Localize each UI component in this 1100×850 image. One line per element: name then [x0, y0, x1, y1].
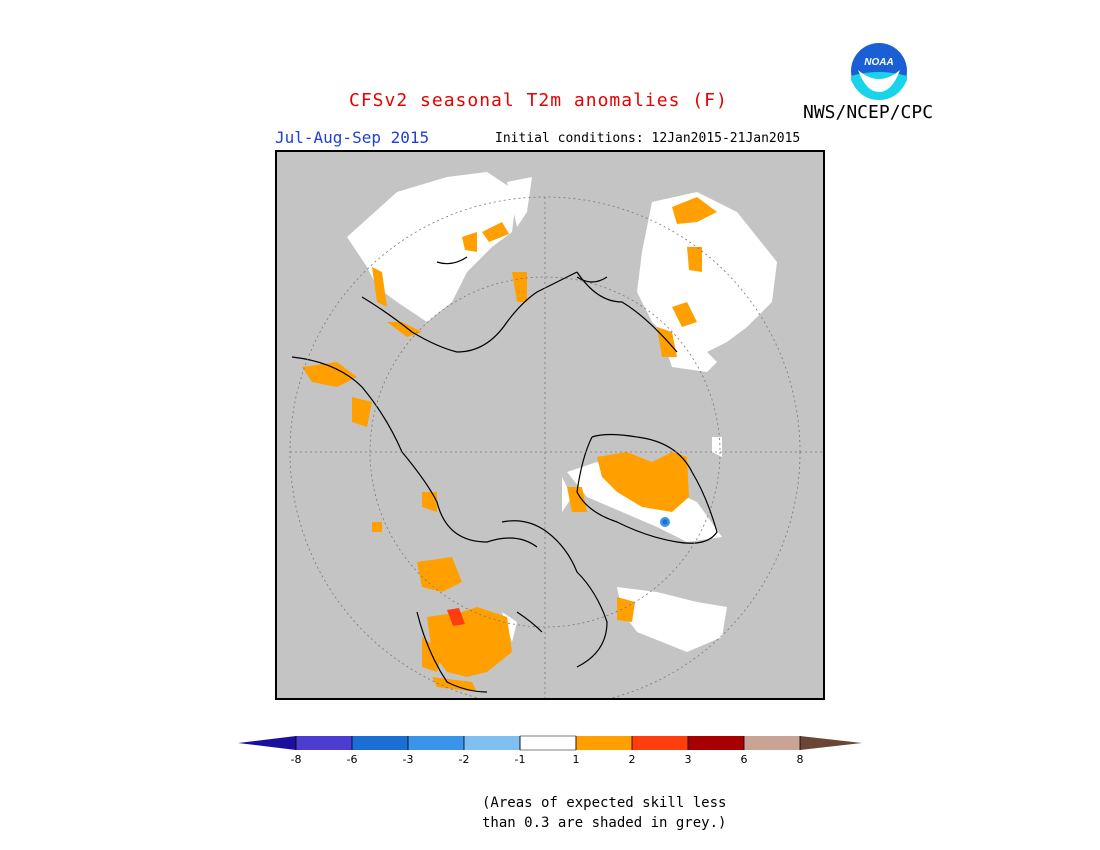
legend-tick: -1 [514, 753, 526, 766]
near-normal-regions [347, 172, 777, 652]
legend-tick: 6 [740, 753, 748, 766]
legend-tick: -8 [290, 753, 302, 766]
legend-tick: 2 [628, 753, 636, 766]
logo-text: NOAA [864, 57, 893, 68]
legend-arrow-low [238, 736, 296, 750]
coastlines [291, 256, 718, 693]
legend-tick: -3 [402, 753, 414, 766]
legend-tick: -2 [458, 753, 470, 766]
graticule [289, 196, 823, 698]
strong-warm-anomaly [447, 608, 465, 626]
footnote: (Areas of expected skill less than 0.3 a… [482, 793, 726, 833]
agency-label: NWS/NCEP/CPC [803, 102, 934, 123]
warm-anomaly-regions [302, 197, 717, 692]
map-canvas [289, 172, 823, 698]
legend-tick: -6 [346, 753, 358, 766]
legend-tick: 1 [572, 753, 580, 766]
legend-tick: 8 [796, 753, 804, 766]
legend-arrow-high [800, 736, 862, 750]
footnote-line-2: than 0.3 are shaded in grey.) [482, 815, 727, 831]
anomaly-map [275, 150, 825, 700]
season-label: Jul-Aug-Sep 2015 [275, 128, 430, 147]
initial-conditions-label: Initial conditions: 12Jan2015-21Jan2015 [495, 131, 801, 146]
noaa-logo: NOAA [849, 41, 909, 101]
chart-title: CFSv2 seasonal T2m anomalies (F) [349, 90, 728, 111]
legend-tick: 3 [684, 753, 692, 766]
color-legend [238, 735, 862, 751]
footnote-line-1: (Areas of expected skill less [482, 795, 727, 811]
